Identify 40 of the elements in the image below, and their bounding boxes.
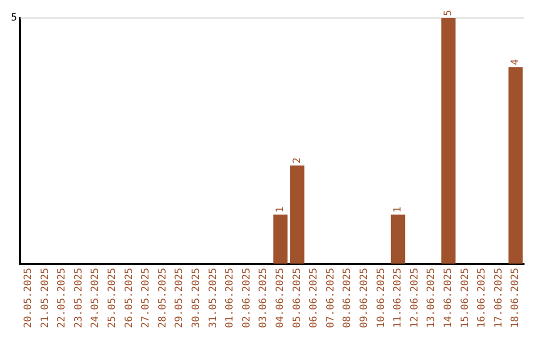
x-tick-label: 15.06.2025 [460,268,471,328]
x-tick-label: 02.06.2025 [241,268,252,328]
x-tick-label: 09.06.2025 [359,268,370,328]
x-tick-label: 31.05.2025 [208,268,219,328]
x-tick-label: 30.05.2025 [191,268,202,328]
x-tick-label: 20.05.2025 [23,268,34,328]
x-tick-label: 03.06.2025 [258,268,270,328]
x-tick-label: 17.06.2025 [493,268,504,328]
x-tick-label: 11.06.2025 [392,268,404,328]
x-tick-label: 25.05.2025 [107,268,118,328]
x-tick-label: 14.06.2025 [442,268,454,328]
bar [508,67,523,264]
x-tick-label: 05.06.2025 [292,268,303,328]
x-tick-label: 22.05.2025 [56,268,68,328]
x-tick-label: 12.06.2025 [409,268,420,328]
bar [441,18,456,264]
x-tick-label: 24.05.2025 [90,268,102,328]
x-tick-label: 13.06.2025 [426,268,438,328]
data-label: 1 [392,206,404,213]
x-tick-label: 28.05.2025 [157,268,168,328]
x-tick-label: 01.06.2025 [224,268,236,328]
x-tick-label: 06.06.2025 [308,268,320,328]
bar [273,214,288,264]
x-tick-label: 23.05.2025 [73,268,84,328]
x-tick-label: 07.06.2025 [325,268,336,328]
data-label: 4 [510,59,522,66]
data-label: 2 [292,157,303,164]
bar [390,214,406,264]
x-tick-label: 21.05.2025 [40,268,51,328]
data-label: 5 [442,10,454,16]
data-label: 1 [275,206,286,213]
x-tick-label: 16.06.2025 [476,268,488,328]
x-tick-label: 27.05.2025 [140,268,152,328]
x-tick-label: 04.06.2025 [275,268,286,328]
x-tick-label: 26.05.2025 [124,268,135,328]
x-tick-label: 29.05.2025 [174,268,186,328]
x-tick-label: 10.06.2025 [376,268,387,328]
bar [290,165,304,264]
x-tick-label: 18.06.2025 [510,268,522,328]
x-tick-label: 08.06.2025 [342,268,354,328]
